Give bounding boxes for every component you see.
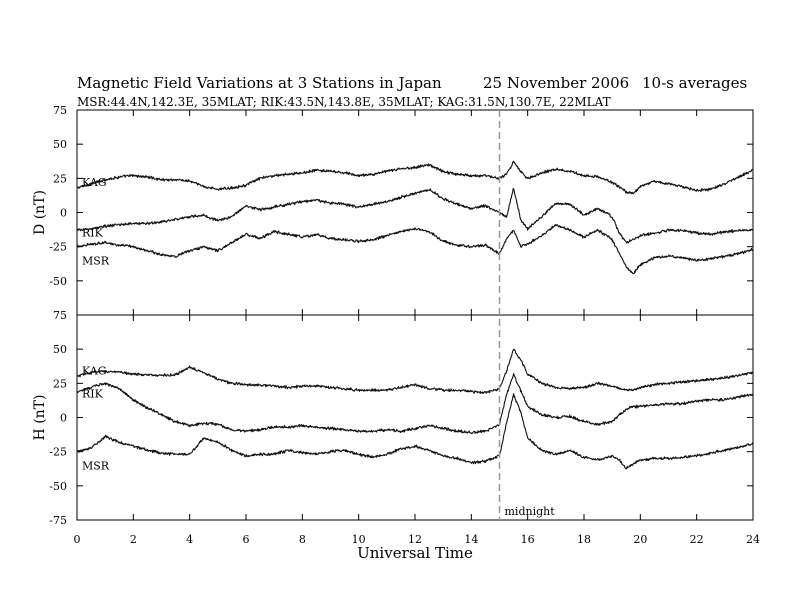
series-line-msr — [76, 393, 754, 470]
series-label-kag: KAG — [82, 176, 107, 189]
y-axis-label: H (nT) — [32, 395, 48, 441]
panel-frame — [76, 109, 754, 316]
series-line-msr — [76, 224, 754, 275]
x-tick-label: 24 — [746, 533, 760, 546]
y-tick-label: 25 — [53, 377, 67, 390]
y-axis-label: D (nT) — [32, 190, 48, 235]
x-tick-label: 2 — [130, 533, 137, 546]
series-line-kag — [76, 160, 754, 195]
series-line-rik — [76, 373, 754, 435]
chart-title: Magnetic Field Variations at 3 Stations … — [77, 74, 442, 92]
midnight-label: midnight — [505, 505, 556, 518]
x-tick-label: 20 — [633, 533, 647, 546]
panel-frame — [76, 314, 754, 521]
series-label-kag: KAG — [82, 365, 107, 378]
y-tick-label: -25 — [49, 241, 67, 254]
y-tick-label: 75 — [53, 309, 67, 322]
y-tick-label: -75 — [49, 514, 67, 527]
x-tick-label: 22 — [690, 533, 704, 546]
y-tick-label: -50 — [49, 275, 67, 288]
y-tick-label: 50 — [53, 343, 67, 356]
horizontal-panel: -75 -50 -25 0 25 50 75 H (nT) KAG RIK MSR — [32, 309, 754, 527]
series-line-kag — [76, 348, 754, 395]
x-axis-label: Universal Time — [357, 544, 473, 562]
midnight-marker: midnight — [498, 110, 556, 520]
x-tick-label: 6 — [243, 533, 250, 546]
y-tick-label: 75 — [53, 104, 67, 117]
y-tick-label: 25 — [53, 172, 67, 185]
declination-panel: -50 -25 0 25 50 75 D (nT) KAG RIK MSR — [32, 104, 754, 316]
averaging-label: 10-s averages — [642, 74, 747, 92]
x-tick-label: 14 — [464, 533, 478, 546]
y-tick-label: -25 — [49, 446, 67, 459]
station-coordinates: MSR:44.4N,142.3E, 35MLAT; RIK:43.5N,143.… — [77, 95, 611, 109]
x-tick-label: 18 — [577, 533, 591, 546]
y-tick-label: 0 — [60, 207, 67, 220]
x-tick-label: 12 — [408, 533, 422, 546]
chart-date: 25 November 2006 — [483, 74, 629, 92]
y-tick-label: 0 — [60, 412, 67, 425]
series-label-rik: RIK — [82, 388, 104, 401]
x-tick-label: 16 — [521, 533, 535, 546]
x-tick-label: 10 — [352, 533, 366, 546]
series-label-rik: RIK — [82, 226, 104, 239]
y-tick-label: -50 — [49, 480, 67, 493]
series-label-msr: MSR — [82, 460, 110, 473]
x-tick-label: 8 — [299, 533, 306, 546]
x-tick-label: 4 — [186, 533, 193, 546]
y-tick-label: 50 — [53, 138, 67, 151]
series-label-msr: MSR — [82, 255, 110, 268]
x-tick-label: 0 — [74, 533, 81, 546]
series-line-rik — [76, 187, 754, 244]
